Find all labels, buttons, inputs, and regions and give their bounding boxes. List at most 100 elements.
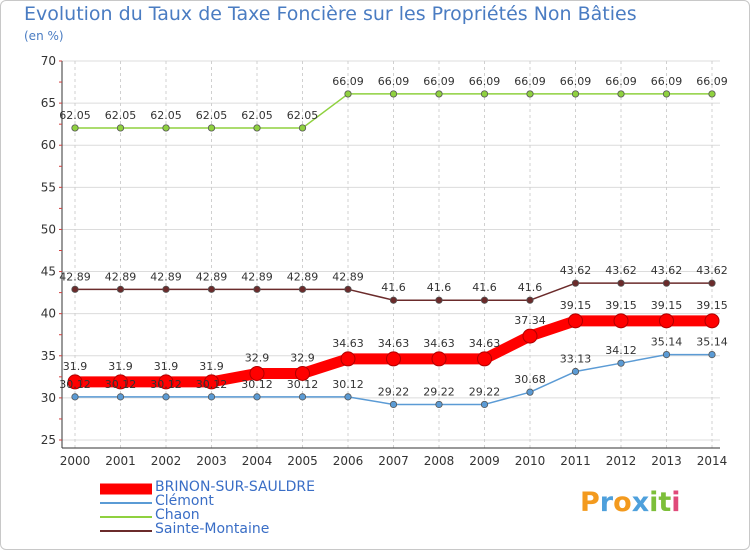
data-point-clemont <box>526 388 534 396</box>
y-tick-label: 65 <box>41 96 56 110</box>
data-label-sainte-montaine: 42.89 <box>105 270 137 283</box>
data-point-brinon-sur-sauldre <box>431 351 447 367</box>
data-point-clemont <box>708 350 716 359</box>
data-label-clemont: 30.12 <box>241 378 273 391</box>
legend-swatch-chaon <box>100 516 152 518</box>
logo-letter: i <box>649 487 659 518</box>
data-label-sainte-montaine: 41.6 <box>381 281 406 294</box>
data-point-chaon <box>662 90 671 98</box>
x-tick-label: 2003 <box>196 454 227 468</box>
y-tick-label: 35 <box>41 349 56 363</box>
data-label-brinon-sur-sauldre: 34.63 <box>378 337 410 350</box>
logo-letter: o <box>613 487 632 518</box>
data-label-sainte-montaine: 41.6 <box>518 281 543 294</box>
data-label-chaon: 66.09 <box>469 75 501 88</box>
data-point-chaon <box>253 124 261 132</box>
data-label-sainte-montaine: 43.62 <box>651 264 683 277</box>
data-point-chaon <box>389 90 398 98</box>
data-label-chaon: 66.09 <box>651 75 683 88</box>
logo-letter: t <box>658 487 672 518</box>
data-point-sainte-montaine <box>389 296 398 304</box>
data-point-clemont <box>617 359 625 367</box>
x-tick-label: 2013 <box>651 454 682 468</box>
y-tick-label: 70 <box>41 54 56 68</box>
data-label-brinon-sur-sauldre: 39.15 <box>696 299 728 312</box>
data-point-clemont <box>162 393 170 401</box>
data-label-sainte-montaine: 42.89 <box>332 270 364 283</box>
chart-title: Evolution du Taux de Taxe Foncière sur l… <box>24 3 637 25</box>
data-point-sainte-montaine <box>662 279 671 287</box>
logo-letter: i <box>671 487 681 518</box>
data-point-brinon-sur-sauldre <box>613 313 629 329</box>
legend-swatch-brinon <box>100 483 152 495</box>
data-point-chaon <box>344 90 352 98</box>
y-tick-label: 25 <box>41 433 56 447</box>
data-point-clemont <box>389 400 398 409</box>
data-point-brinon-sur-sauldre <box>249 365 265 381</box>
data-label-clemont: 30.12 <box>196 378 228 391</box>
x-tick-label: 2000 <box>60 454 91 468</box>
data-point-sainte-montaine <box>71 285 79 293</box>
y-axis-unit: (en %) <box>24 29 64 43</box>
data-label-brinon-sur-sauldre: 39.15 <box>605 299 637 312</box>
legend-label-sainte-montaine: Sainte-Montaine <box>155 521 270 537</box>
y-tick-label: 30 <box>41 391 56 405</box>
data-label-brinon-sur-sauldre: 34.63 <box>332 337 364 350</box>
data-point-clemont <box>435 400 443 409</box>
data-point-clemont <box>571 367 580 376</box>
data-label-sainte-montaine: 43.62 <box>696 264 728 277</box>
data-label-clemont: 29.22 <box>469 385 501 398</box>
x-tick-label: 2014 <box>697 454 728 468</box>
data-point-chaon <box>435 90 443 98</box>
legend-swatch-sainte-montaine <box>100 530 152 532</box>
y-tick-label: 45 <box>41 265 56 279</box>
data-label-chaon: 66.09 <box>605 75 637 88</box>
data-point-brinon-sur-sauldre <box>659 313 674 329</box>
x-tick-label: 2010 <box>515 454 546 468</box>
data-label-brinon-sur-sauldre: 34.63 <box>423 337 455 350</box>
data-label-chaon: 66.09 <box>423 75 455 88</box>
legend-label-clemont: Clémont <box>155 493 214 509</box>
data-label-clemont: 30.12 <box>287 378 319 391</box>
data-label-clemont: 30.12 <box>59 378 91 391</box>
data-point-brinon-sur-sauldre <box>522 328 538 344</box>
data-label-clemont: 29.22 <box>423 385 455 398</box>
data-point-sainte-montaine <box>207 285 216 293</box>
x-tick-label: 2002 <box>151 454 182 468</box>
data-label-brinon-sur-sauldre: 37.34 <box>514 314 546 327</box>
logo-letter: P <box>580 487 600 518</box>
data-label-brinon-sur-sauldre: 31.9 <box>63 360 88 373</box>
data-point-sainte-montaine <box>253 285 261 293</box>
data-point-chaon <box>162 124 170 132</box>
data-label-brinon-sur-sauldre: 31.9 <box>154 360 179 373</box>
data-point-clemont <box>207 393 216 401</box>
data-label-brinon-sur-sauldre: 31.9 <box>199 360 224 373</box>
data-point-sainte-montaine <box>116 285 125 293</box>
data-label-chaon: 66.09 <box>378 75 410 88</box>
data-label-clemont: 29.22 <box>378 385 410 398</box>
data-point-chaon <box>708 90 716 98</box>
data-point-sainte-montaine <box>344 285 352 293</box>
series-layer <box>67 90 720 409</box>
data-point-chaon <box>116 124 125 132</box>
x-tick-label: 2008 <box>424 454 455 468</box>
data-label-brinon-sur-sauldre: 39.15 <box>560 299 592 312</box>
data-point-clemont <box>298 393 307 401</box>
data-point-chaon <box>526 90 534 98</box>
data-label-sainte-montaine: 42.89 <box>287 270 319 283</box>
logo-letter: x <box>631 487 650 518</box>
data-label-chaon: 62.05 <box>196 109 228 122</box>
data-point-chaon <box>571 90 580 98</box>
data-label-sainte-montaine: 42.89 <box>150 270 182 283</box>
data-point-brinon-sur-sauldre <box>477 351 492 367</box>
data-point-sainte-montaine <box>708 279 716 287</box>
x-tick-label: 2011 <box>560 454 591 468</box>
data-label-sainte-montaine: 43.62 <box>605 264 637 277</box>
data-point-sainte-montaine <box>480 296 489 304</box>
data-point-brinon-sur-sauldre <box>113 374 128 390</box>
legend-swatch-clemont <box>100 502 152 504</box>
data-point-chaon <box>207 124 216 132</box>
logo-letter: r <box>599 487 614 518</box>
data-point-sainte-montaine <box>617 279 625 287</box>
